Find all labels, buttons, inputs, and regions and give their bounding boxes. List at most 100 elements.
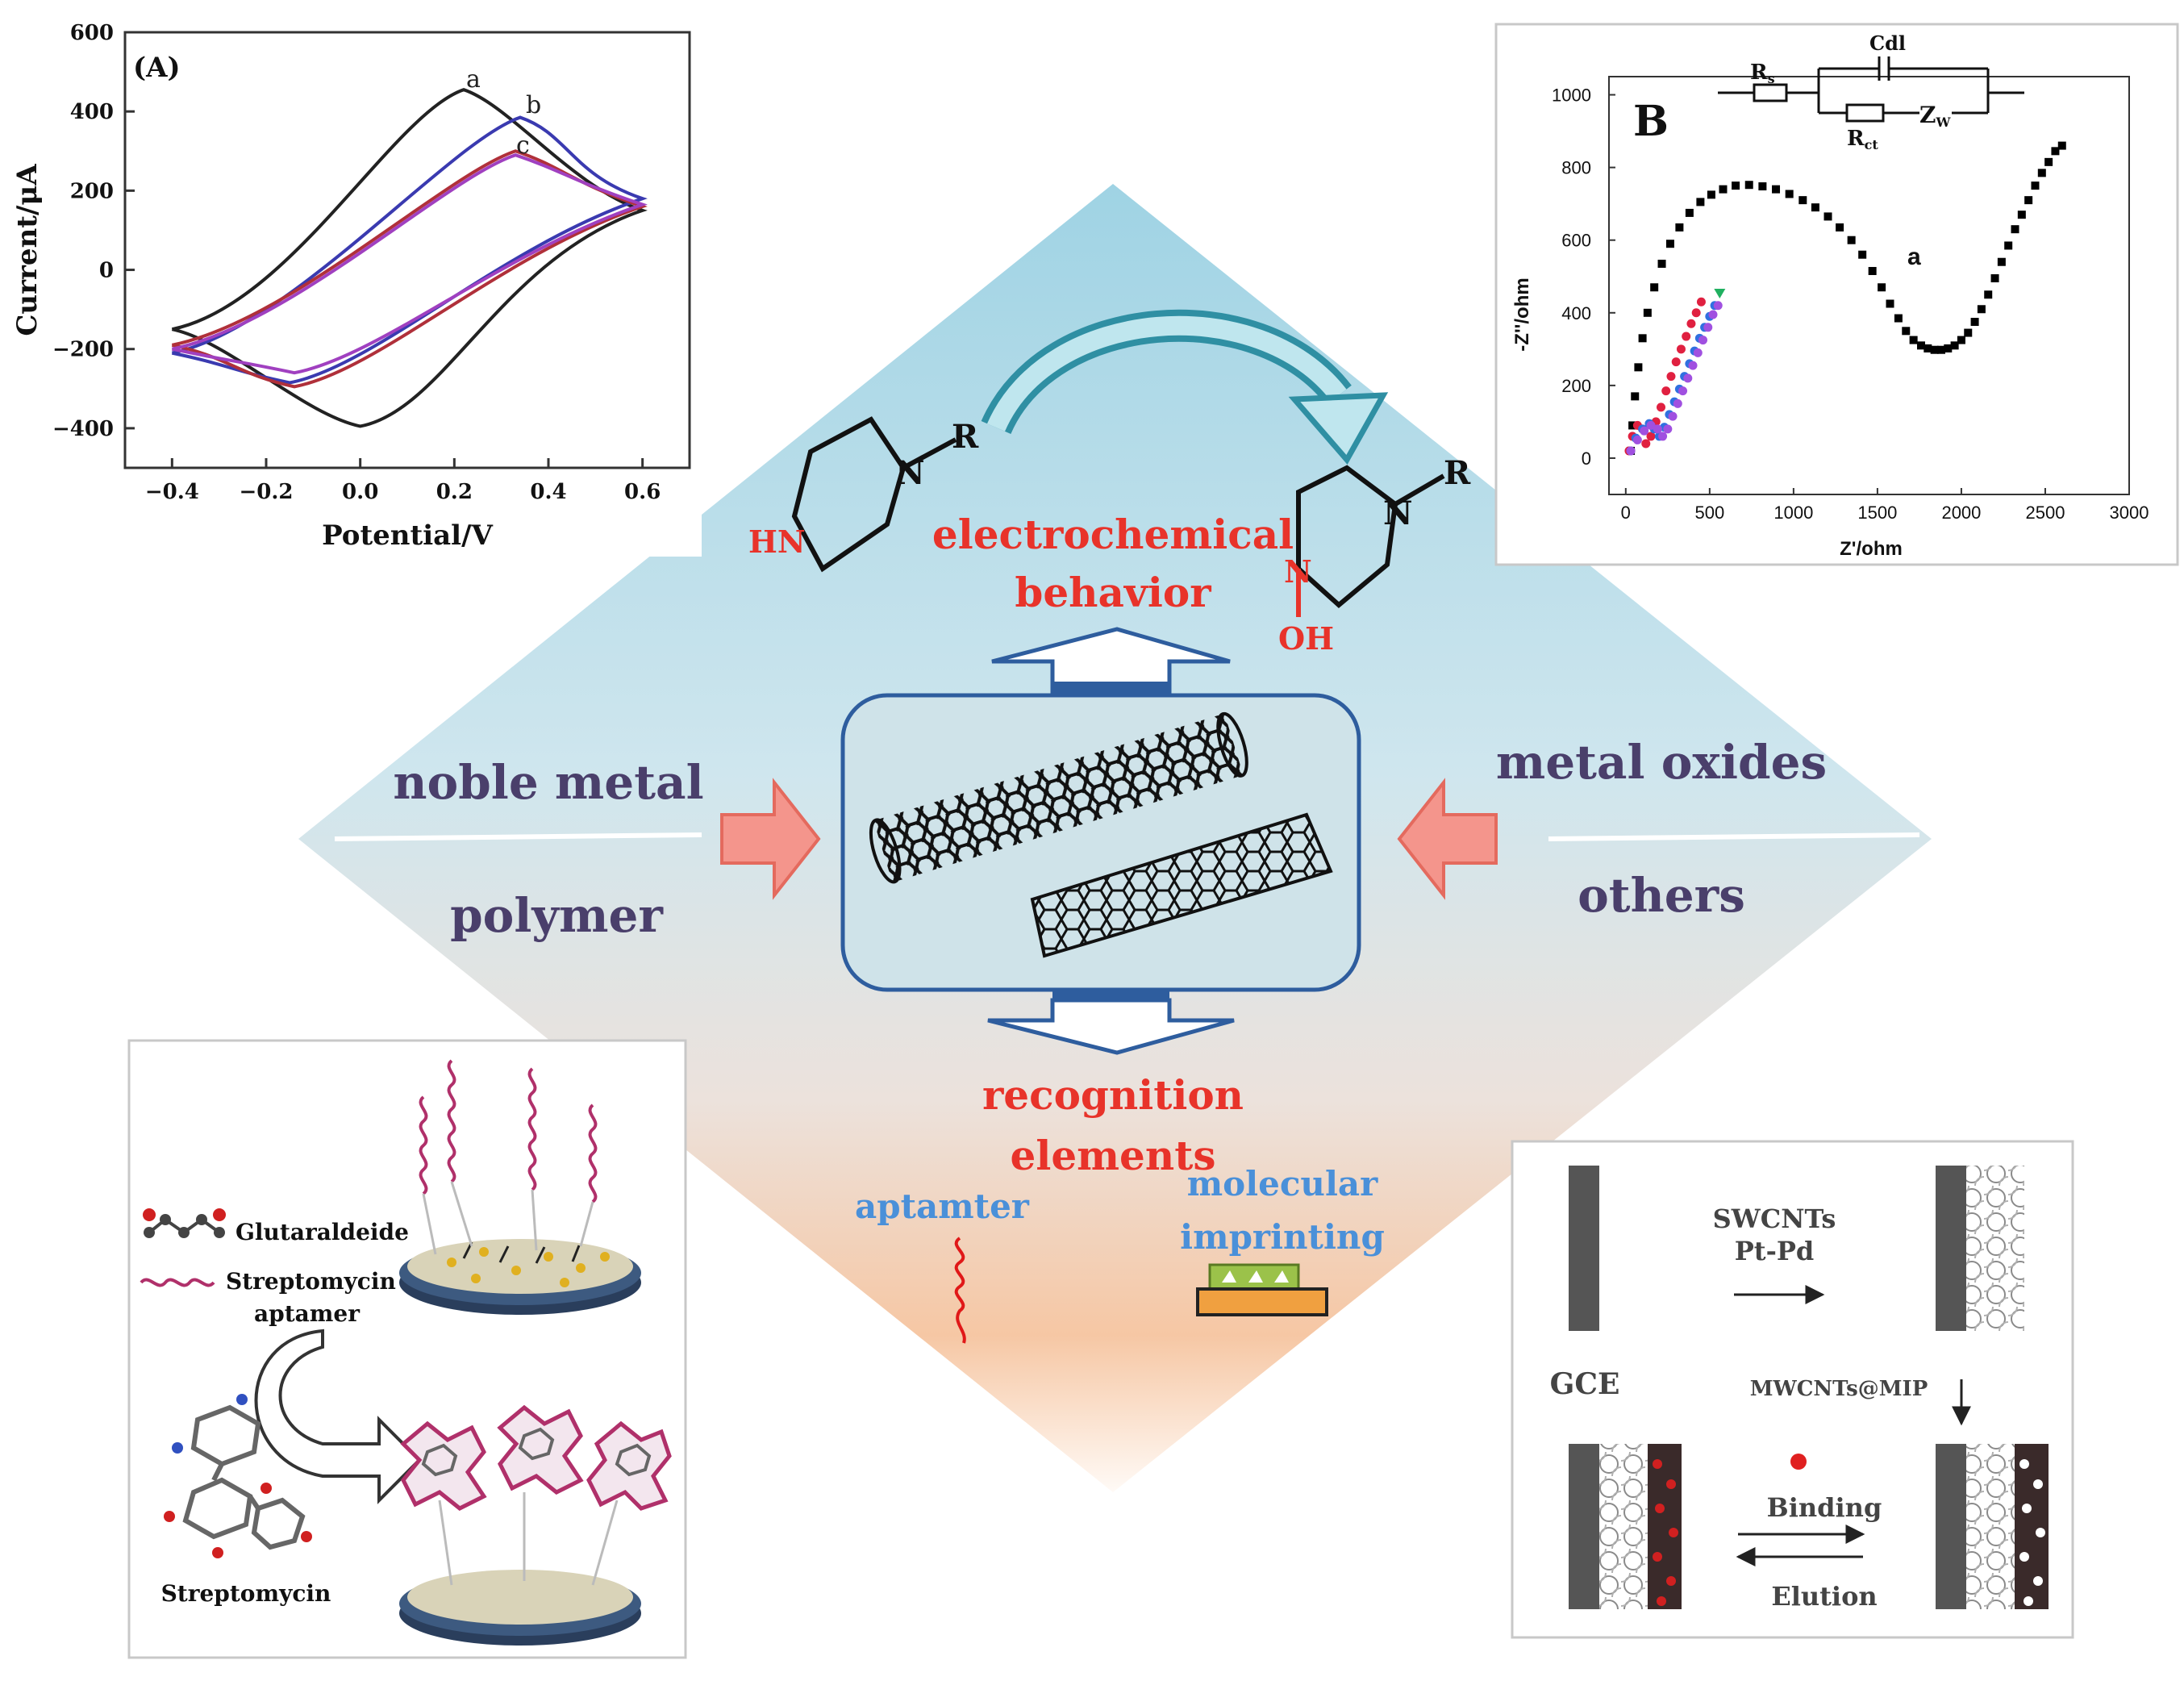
label-electrochemical: electrochemical — [932, 511, 1294, 558]
eis-point-a-6 — [1650, 283, 1659, 292]
panel-b-ticks: 0 500 1000 1500 2000 2500 30001000800600400200… — [1552, 86, 2149, 523]
graphene-sheet — [1030, 812, 1333, 958]
modified-electrode-top — [1936, 1166, 1966, 1331]
mip-block-icon — [1196, 1263, 1328, 1316]
eis-point-a-19 — [1798, 196, 1807, 205]
streptomycin-atoms — [164, 1394, 312, 1558]
eis-point-a-15 — [1744, 181, 1753, 190]
label-glutaraldehyde: Glutaraldeide — [235, 1219, 409, 1245]
eis-point-a-37 — [1957, 336, 1965, 344]
panel-a-curves — [171, 88, 648, 428]
eis-point-a-26 — [1878, 283, 1886, 292]
eis-point-a-18 — [1785, 190, 1794, 198]
eis-point-d-10 — [1683, 373, 1693, 383]
y-tick-label-5: −400 — [52, 417, 114, 441]
eis-point-d-13 — [1698, 336, 1708, 345]
eis-y-tick-label-0: 1000 — [1552, 86, 1591, 106]
eis-point-d-15 — [1708, 310, 1718, 319]
mesh-eluted — [1966, 1444, 2015, 1609]
eis-point-b-14 — [1691, 308, 1701, 318]
eis-point-d-1 — [1632, 435, 1642, 444]
circuit-zw-sub: W — [1935, 115, 1951, 130]
label-streptomycin: Streptomycin — [161, 1580, 331, 1607]
eis-point-a-22 — [1836, 223, 1844, 232]
panel-a-xlabel: Potential/V — [322, 519, 493, 552]
eis-point-a-51 — [2051, 147, 2060, 156]
label-streptomycin-aptamer-2: aptamer — [254, 1300, 361, 1327]
eis-y-tick-label-1: 800 — [1561, 158, 1591, 178]
x-tick-label-3: 0.2 — [436, 480, 473, 504]
eis-point-a-36 — [1950, 341, 1959, 350]
eis-point-a-27 — [1886, 299, 1894, 308]
left-divider — [334, 832, 702, 841]
eis-point-a-31 — [1917, 341, 1925, 350]
eis-point-a-46 — [2017, 211, 2026, 219]
circuit-rs-main: R — [1750, 60, 1768, 85]
eis-point-d-7 — [1668, 411, 1678, 421]
eis-point-a-49 — [2037, 169, 2046, 177]
x-tick-label-4: 0.4 — [530, 480, 566, 504]
label-polymer: polymer — [450, 888, 664, 943]
piperazine-left — [791, 416, 957, 573]
eis-point-a-11 — [1696, 198, 1705, 206]
circuit-rct: Rct — [1847, 127, 1878, 152]
left-pink-arrow — [720, 778, 821, 900]
eis-point-d-3 — [1646, 420, 1656, 430]
eis-point-a-4 — [1638, 334, 1647, 343]
eis-x-tick-label-3: 1500 — [1857, 503, 1897, 523]
circuit-cdl: Cdl — [1869, 31, 1906, 55]
equivalent-circuit — [1718, 56, 2024, 123]
aptamer-target-complexes — [400, 1404, 672, 1511]
eis-point-a-21 — [1823, 212, 1832, 221]
y-tick-label-1: 400 — [70, 100, 114, 124]
panel-a-ticks: −0.4 −0.2 0.0 0.2 0.4 0.6 600 400 200 0 −200 −400 — [52, 21, 661, 504]
eis-point-a-1 — [1628, 421, 1637, 430]
eis-point-d-0 — [1626, 446, 1636, 456]
eis-point-d-6 — [1663, 424, 1673, 434]
pip-right-n-top: N — [1383, 494, 1413, 532]
curve-label-c: c — [516, 131, 530, 160]
panel-b-xlabel: Z'/ohm — [1840, 538, 1903, 560]
panel-b: 0 500 1000 1500 2000 2500 30001000800600400200… — [1494, 23, 2179, 566]
eis-point-a-44 — [2004, 241, 2013, 250]
panel-a-frame — [123, 31, 691, 469]
eis-point-a-35 — [1944, 344, 1953, 352]
eis-point-a-9 — [1675, 223, 1684, 232]
aptamer-legend-icon — [140, 1278, 215, 1287]
label-elution: Elution — [1771, 1581, 1877, 1612]
eis-point-d-8 — [1673, 398, 1682, 408]
glutaraldehyde-icon — [143, 1208, 226, 1238]
eis-x-tick-label-6: 3000 — [2110, 503, 2149, 523]
eis-point-a-39 — [1970, 318, 1979, 327]
pip-left-r: R — [952, 418, 979, 456]
cv-curve-a — [171, 88, 648, 428]
eis-point-a-52 — [2057, 141, 2066, 150]
eis-point-d-11 — [1688, 361, 1698, 370]
eis-point-b-8 — [1661, 386, 1671, 396]
swcnt-layer-top — [1966, 1166, 2024, 1331]
circuit-rs-sub: s — [1768, 71, 1775, 86]
eis-point-d-14 — [1703, 323, 1713, 332]
label-aptamer: aptamter — [855, 1187, 1030, 1226]
eis-point-b-9 — [1666, 372, 1676, 382]
eis-point-a-14 — [1732, 181, 1740, 190]
label-noble-metal: noble metal — [393, 755, 703, 810]
circuit-zw-main: Z — [1919, 102, 1936, 128]
panel-b-ylabel: -Z''/ohm — [1511, 277, 1533, 351]
eis-point-b-7 — [1657, 403, 1665, 412]
circuit-zw: ZW — [1919, 102, 1951, 130]
cv-curve-d — [171, 153, 648, 375]
streptomycin-molecule-icon — [182, 1404, 306, 1550]
transformation-arrow — [981, 309, 1389, 465]
eis-point-e-0 — [1714, 289, 1726, 299]
label-recognition: recognition — [982, 1071, 1244, 1119]
carbon-nanotube — [869, 711, 1248, 884]
panel-a-ylabel: Current/μA — [11, 164, 44, 336]
eis-point-b-4 — [1641, 439, 1651, 448]
label-imprinting: imprinting — [1180, 1217, 1385, 1257]
binding-curved-arrow — [254, 1329, 422, 1504]
mesh-bound — [1599, 1444, 1648, 1609]
linker-strands — [422, 1181, 594, 1255]
panel-a: −0.4 −0.2 0.0 0.2 0.4 0.6 600 400 200 0 −200 −400 (… — [0, 0, 702, 557]
eis-point-a-43 — [1997, 257, 2006, 266]
